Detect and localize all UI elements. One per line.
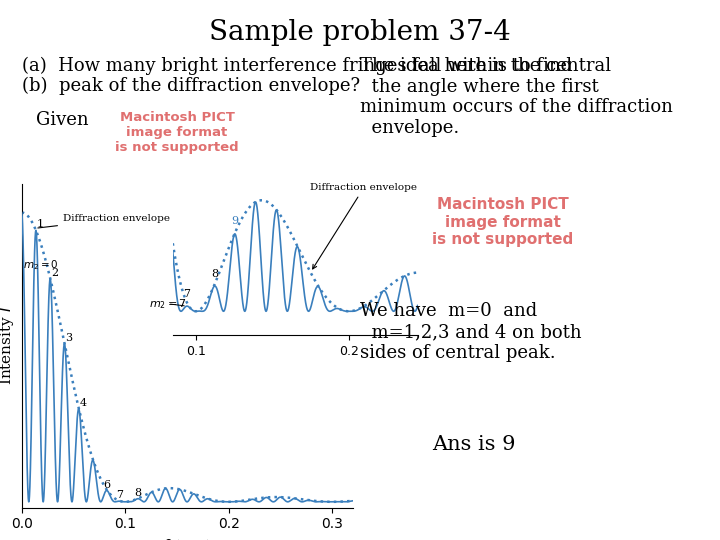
Text: Macintosh PICT
image format
is not supported: Macintosh PICT image format is not suppo… [432, 197, 573, 247]
Text: $m_2=0$: $m_2=0$ [22, 258, 58, 272]
Text: Macintosh PICT
image format
is not supported: Macintosh PICT image format is not suppo… [115, 111, 239, 154]
Text: Diffraction envelope: Diffraction envelope [38, 214, 170, 228]
Text: 7: 7 [184, 289, 191, 299]
Text: 9: 9 [231, 217, 238, 226]
Text: 8: 8 [211, 268, 218, 279]
Text: 7: 7 [116, 490, 122, 500]
Text: 6: 6 [103, 480, 110, 490]
Text: Sample problem 37-4: Sample problem 37-4 [209, 19, 511, 46]
Text: Given: Given [36, 111, 89, 129]
Text: 4: 4 [80, 398, 87, 408]
Text: 2: 2 [51, 268, 58, 278]
Text: 1: 1 [37, 219, 44, 230]
Text: 8: 8 [135, 488, 142, 498]
Text: Diffraction envelope: Diffraction envelope [310, 183, 418, 269]
Text: We have  m=0  and
  m=1,2,3 and 4 on both
sides of central peak.: We have m=0 and m=1,2,3 and 4 on both si… [360, 302, 582, 362]
Text: (a)  How many bright interference fringes fall within the central: (a) How many bright interference fringes… [22, 57, 611, 75]
Text: Ans is 9: Ans is 9 [432, 435, 516, 454]
Text: (b)  peak of the diffraction envelope?: (b) peak of the diffraction envelope? [22, 77, 360, 95]
X-axis label: $\theta\,$(rad): $\theta\,$(rad) [162, 537, 212, 540]
Y-axis label: Intensity $I$: Intensity $I$ [0, 306, 16, 385]
Text: The idea here is to find
  the angle where the first
minimum occurs of the diffr: The idea here is to find the angle where… [360, 57, 673, 137]
Text: $m_2=7$: $m_2=7$ [149, 297, 186, 310]
Text: 3: 3 [66, 333, 73, 343]
